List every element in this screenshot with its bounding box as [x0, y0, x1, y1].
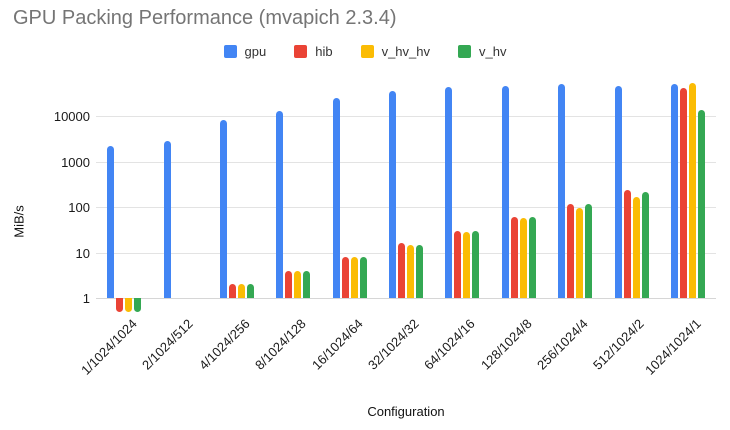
x-tick-label-32/1024/32: 32/1024/32	[364, 316, 422, 373]
bar-hib-4/1024/256[interactable]	[228, 284, 236, 298]
legend-color-swatch-icon	[294, 44, 308, 58]
bar-v_hv-1/1024/1024[interactable]	[134, 298, 142, 312]
x-tick-label-128/1024/8: 128/1024/8	[477, 316, 535, 373]
bar-gpu-16/1024/64[interactable]	[332, 98, 340, 298]
legend-color-swatch-icon	[360, 44, 374, 58]
bar-gpu-128/1024/8[interactable]	[501, 86, 509, 298]
bar-gpu-2/1024/512[interactable]	[163, 141, 171, 298]
bar-gpu-1024/1024/1[interactable]	[670, 84, 678, 298]
bar-gpu-1/1024/1024[interactable]	[107, 146, 115, 298]
bar-gpu-512/1024/2[interactable]	[614, 85, 622, 298]
bar-v_hv-32/1024/32[interactable]	[416, 244, 423, 298]
bar-v_hv-128/1024/8[interactable]	[528, 217, 536, 298]
bar-v_hv_hv-1024/1024/1[interactable]	[688, 83, 696, 298]
gridline-1000	[96, 161, 716, 163]
gridline-100	[96, 207, 716, 209]
legend-item-v_hv[interactable]: v_hv	[458, 44, 506, 59]
bar-hib-1/1024/1024[interactable]	[116, 298, 124, 312]
bar-gpu-32/1024/32[interactable]	[389, 91, 396, 298]
bar-v_hv_hv-8/1024/128[interactable]	[294, 270, 302, 298]
x-tick-label-256/1024/4: 256/1024/4	[534, 316, 591, 373]
x-tick-label-1/1024/1024: 1/1024/1024	[78, 316, 140, 378]
bar-hib-32/1024/32[interactable]	[398, 243, 405, 298]
bar-gpu-4/1024/256[interactable]	[219, 119, 227, 298]
y-tick-label-10000: 10000	[53, 109, 90, 125]
legend-label: hib	[315, 43, 333, 59]
bar-v_hv-64/1024/16[interactable]	[472, 230, 480, 298]
bar-hib-1024/1024/1[interactable]	[679, 88, 687, 298]
legend-color-swatch-icon	[223, 44, 237, 58]
bar-hib-16/1024/64[interactable]	[341, 257, 349, 298]
gridline-10	[96, 252, 716, 254]
x-tick-label-2/1024/512: 2/1024/512	[139, 316, 197, 373]
y-tick-label-100: 100	[68, 200, 90, 216]
bar-v_hv-16/1024/64[interactable]	[359, 257, 367, 298]
bar-hib-512/1024/2[interactable]	[623, 190, 631, 298]
chart-title: GPU Packing Performance (mvapich 2.3.4)	[13, 7, 397, 29]
bar-gpu-256/1024/4[interactable]	[558, 84, 566, 298]
legend-color-swatch-icon	[458, 44, 471, 58]
bar-v_hv_hv-256/1024/4[interactable]	[576, 207, 584, 298]
bar-gpu-8/1024/128[interactable]	[276, 111, 284, 298]
bar-v_hv_hv-4/1024/256[interactable]	[237, 284, 245, 298]
x-tick-label-64/1024/16: 64/1024/16	[421, 316, 479, 373]
bar-v_hv_hv-128/1024/8[interactable]	[519, 217, 527, 298]
bar-v_hv-8/1024/128[interactable]	[303, 270, 311, 298]
legend-item-v_hv_hv[interactable]: v_hv_hv	[360, 43, 430, 59]
bar-hib-64/1024/16[interactable]	[454, 230, 462, 298]
bar-hib-256/1024/4[interactable]	[567, 204, 575, 298]
bar-v_hv_hv-1/1024/1024[interactable]	[125, 298, 133, 312]
x-tick-label-1024/1024/1: 1024/1024/1	[641, 316, 704, 378]
y-axis-title: MiB/s	[11, 205, 27, 238]
chart-legend: gpu hib v_hv_hv v_hv	[0, 42, 730, 60]
bar-v_hv_hv-64/1024/16[interactable]	[463, 232, 471, 298]
x-tick-label-8/1024/128: 8/1024/128	[252, 316, 309, 373]
bar-v_hv-512/1024/2[interactable]	[641, 192, 649, 298]
bar-v_hv_hv-512/1024/2[interactable]	[632, 197, 640, 298]
y-tick-label-10: 10	[75, 245, 90, 261]
legend-label: gpu	[244, 43, 267, 59]
bar-v_hv-4/1024/256[interactable]	[246, 284, 254, 298]
bar-hib-128/1024/8[interactable]	[510, 217, 518, 298]
x-tick-label-512/1024/2: 512/1024/2	[590, 316, 648, 373]
y-tick-label-1000: 1000	[61, 154, 90, 170]
y-tick-label-1: 1	[82, 291, 90, 306]
bar-hib-8/1024/128[interactable]	[285, 270, 293, 298]
bar-gpu-64/1024/16[interactable]	[445, 87, 453, 298]
bar-v_hv_hv-16/1024/64[interactable]	[350, 257, 358, 298]
gridline-1	[96, 298, 716, 299]
x-tick-label-16/1024/64: 16/1024/64	[308, 316, 366, 373]
bar-v_hv_hv-32/1024/32[interactable]	[407, 244, 414, 298]
legend-label: v_hv	[479, 43, 507, 59]
bar-v_hv-256/1024/4[interactable]	[585, 204, 593, 298]
legend-label: v_hv_hv	[381, 43, 430, 59]
gridline-10000	[96, 116, 716, 118]
legend-item-gpu[interactable]: gpu	[223, 43, 267, 59]
legend-item-hib[interactable]: hib	[294, 43, 333, 59]
x-axis-title: Configuration	[367, 404, 445, 419]
x-tick-label-4/1024/256: 4/1024/256	[195, 316, 253, 373]
bar-v_hv-1024/1024/1[interactable]	[697, 110, 705, 298]
